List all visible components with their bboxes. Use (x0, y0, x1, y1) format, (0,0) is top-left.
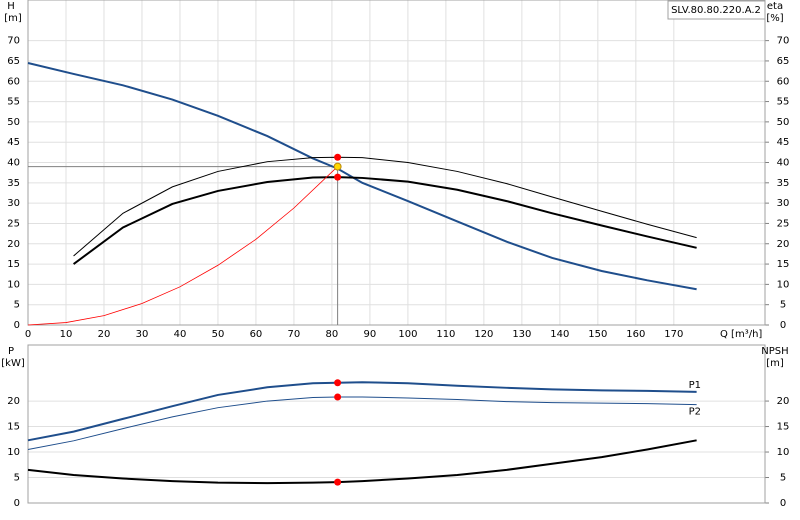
y2-tick-label: 0 (780, 498, 786, 509)
y-tick-label: 5 (14, 473, 20, 484)
x-label: Q [m³/h] (720, 329, 762, 340)
marker (333, 162, 342, 171)
y2-tick-label: 25 (777, 218, 790, 229)
y2-unit: [%] (766, 13, 783, 24)
y2-tick-label: 5 (780, 473, 786, 484)
marker (334, 379, 342, 387)
curve (73, 156, 697, 257)
y-label: H (7, 1, 15, 12)
y2-tick-label: 20 (777, 396, 790, 407)
marker (334, 173, 342, 181)
curve (27, 166, 338, 326)
y-tick-label: 0 (14, 498, 20, 509)
y2-tick-label: 55 (777, 97, 790, 108)
y-tick-label: 5 (14, 300, 20, 311)
x-tick-label: 40 (174, 329, 187, 340)
y2-tick-label: 20 (777, 239, 790, 250)
x-tick-label: 130 (512, 329, 531, 340)
y-unit: [m] (4, 13, 22, 24)
y2-tick-label: 65 (777, 56, 790, 67)
y-tick-label: 15 (7, 422, 20, 433)
curve (27, 61, 697, 291)
y-tick-label: 0 (14, 320, 20, 331)
y2-label: NPSH (761, 346, 788, 357)
curve-label: P2 (689, 407, 701, 418)
y-tick-label: 25 (7, 218, 20, 229)
curve (27, 439, 697, 485)
x-tick-label: 140 (550, 329, 569, 340)
y2-tick-label: 10 (777, 279, 790, 290)
y-tick-label: 30 (7, 198, 20, 209)
x-tick-label: 110 (436, 329, 455, 340)
marker (334, 153, 342, 161)
marker (334, 478, 342, 486)
y2-tick-label: 45 (777, 137, 790, 148)
y-tick-label: 20 (7, 239, 20, 250)
y-tick-label: 60 (7, 76, 20, 87)
x-tick-label: 30 (136, 329, 149, 340)
x-tick-label: 60 (250, 329, 263, 340)
x-tick-label: 70 (288, 329, 301, 340)
chart-title: SLV.80.80.220.A.2 (671, 5, 761, 16)
x-tick-label: 20 (98, 329, 111, 340)
y-tick-label: 65 (7, 56, 20, 67)
y-unit: [kW] (1, 358, 25, 369)
y2-tick-label: 50 (777, 117, 790, 128)
x-tick-label: 0 (25, 329, 31, 340)
y-tick-label: 20 (7, 396, 20, 407)
x-tick-label: 10 (60, 329, 73, 340)
plot-frame (27, 344, 766, 504)
y-tick-label: 40 (7, 158, 20, 169)
y-tick-label: 70 (7, 36, 20, 47)
y2-unit: [m] (766, 358, 784, 369)
y2-tick-label: 15 (777, 422, 790, 433)
plot-frame (27, 0, 766, 326)
y2-tick-label: 15 (777, 259, 790, 270)
y2-tick-label: 0 (780, 320, 786, 331)
curve (27, 381, 697, 442)
x-tick-label: 120 (474, 329, 493, 340)
y-tick-label: 10 (7, 447, 20, 458)
marker (334, 393, 342, 401)
curve (27, 396, 697, 450)
y-tick-label: 15 (7, 259, 20, 270)
y2-tick-label: 10 (777, 447, 790, 458)
x-tick-label: 150 (588, 329, 607, 340)
y2-tick-label: 70 (777, 36, 790, 47)
y-tick-label: 55 (7, 97, 20, 108)
y-tick-label: 50 (7, 117, 20, 128)
x-tick-label: 100 (398, 329, 417, 340)
x-tick-label: 170 (664, 329, 683, 340)
y2-tick-label: 60 (777, 76, 790, 87)
y-label: P (8, 346, 14, 357)
y-tick-label: 35 (7, 178, 20, 189)
y2-tick-label: 5 (780, 300, 786, 311)
y2-label: eta (767, 1, 783, 12)
y2-tick-label: 40 (777, 158, 790, 169)
title-box (667, 0, 766, 20)
x-tick-label: 50 (212, 329, 225, 340)
curve-label: P1 (689, 380, 701, 391)
x-tick-label: 160 (626, 329, 645, 340)
curve (72, 176, 697, 265)
x-tick-label: 90 (364, 329, 377, 340)
y2-tick-label: 35 (777, 178, 790, 189)
y2-tick-label: 30 (777, 198, 790, 209)
y-tick-label: 45 (7, 137, 20, 148)
y-tick-label: 10 (7, 279, 20, 290)
x-tick-label: 80 (326, 329, 339, 340)
